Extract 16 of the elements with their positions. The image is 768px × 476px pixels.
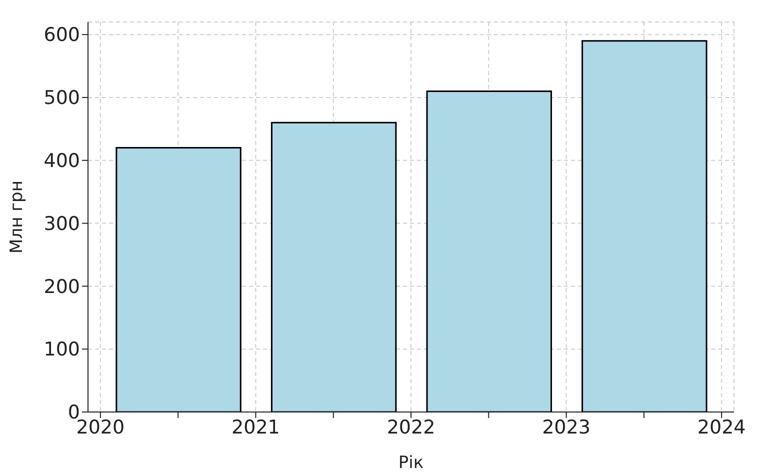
y-tick-label: 100	[44, 338, 80, 361]
x-tick-label: 2023	[542, 416, 590, 438]
y-tick-label: 600	[44, 24, 80, 46]
x-tick-label: 2024	[697, 416, 746, 438]
bar	[270, 122, 397, 412]
x-tick-label: 2022	[386, 416, 436, 438]
y-axis-title: Млн грн	[7, 180, 28, 254]
x-axis-title: Рік	[398, 453, 424, 473]
y-tick-label: 300	[44, 212, 80, 235]
y-tick-label: 400	[44, 150, 80, 172]
y-tick-label: 200	[44, 276, 80, 298]
bar	[116, 147, 242, 412]
bar	[426, 90, 552, 412]
x-tick-label: 2021	[232, 416, 280, 438]
y-tick-label: 500	[44, 87, 80, 110]
bar	[582, 40, 708, 412]
